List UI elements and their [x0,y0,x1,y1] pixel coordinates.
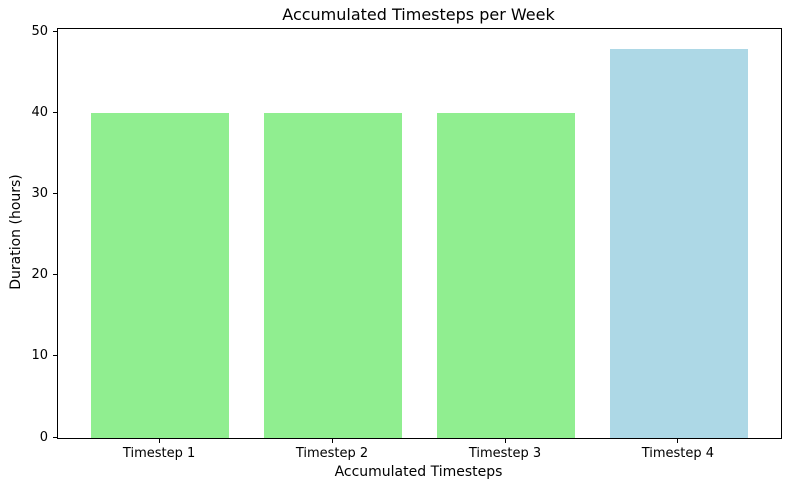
x-tick-mark [158,439,160,443]
y-tick-label: 30 [31,186,48,201]
bar-timestep-4 [609,48,749,438]
chart-title: Accumulated Timesteps per Week [282,5,555,24]
x-tick-mark [677,439,679,443]
bar-timestep-2 [263,113,403,438]
x-tick-mark [504,439,506,443]
x-tick-mark [331,439,333,443]
y-tick-mark [53,274,57,276]
x-tick-label: Timestep 1 [122,446,196,461]
y-tick-label: 0 [39,429,48,445]
y-tick-label: 50 [31,23,48,39]
y-tick-label: 20 [31,267,48,283]
y-tick-label: 40 [31,104,48,120]
y-tick-mark [53,355,57,357]
plot-area [57,28,782,439]
y-tick-mark [53,111,57,113]
bar-timestep-3 [436,113,576,438]
y-tick-mark [53,436,57,438]
y-tick-mark [53,30,57,32]
bar-timestep-1 [90,113,230,438]
x-tick-label: Timestep 3 [468,446,542,461]
y-tick-label: 10 [31,348,48,364]
y-tick-mark [53,193,57,194]
x-axis-label: Accumulated Timesteps [334,464,503,480]
x-tick-label: Timestep 4 [641,446,715,461]
x-tick-label: Timestep 2 [295,446,369,461]
